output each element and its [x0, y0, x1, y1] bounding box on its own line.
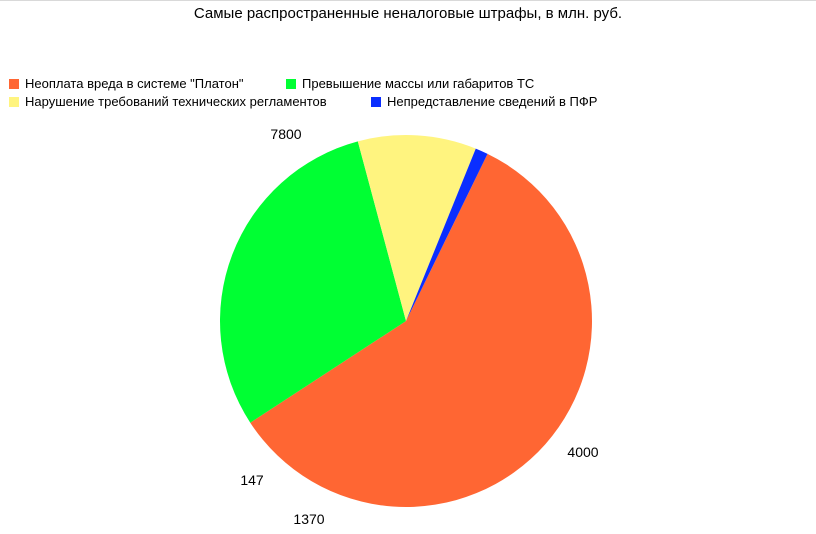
- top-divider: [0, 0, 816, 1]
- legend-label-platon: Неоплата вреда в системе "Платон": [25, 76, 244, 91]
- legend-label-pfr: Непредставление сведений в ПФР: [387, 94, 598, 109]
- data-label-pfr: 147: [240, 472, 264, 488]
- legend-item-pfr: Непредставление сведений в ПФР: [371, 94, 597, 110]
- pie-slice-mass: [220, 141, 406, 423]
- legend-swatch-platon: [9, 79, 19, 89]
- legend-item-regulations: Нарушение требований технических регламе…: [9, 94, 327, 110]
- pie-slices: [220, 135, 592, 507]
- legend-item-mass: Превышение массы или габаритов ТС: [286, 76, 534, 92]
- legend-label-regulations: Нарушение требований технических регламе…: [25, 94, 327, 109]
- pie-data-labels: 7800 4000 1370 147: [240, 126, 598, 527]
- legend-swatch-mass: [286, 79, 296, 89]
- legend-swatch-pfr: [371, 97, 381, 107]
- legend-label-mass: Превышение массы или габаритов ТС: [302, 76, 535, 91]
- data-label-regulations: 1370: [293, 511, 324, 527]
- legend-swatch-regulations: [9, 97, 19, 107]
- legend-item-platon: Неоплата вреда в системе "Платон": [9, 76, 244, 92]
- chart-title: Самые распространенные неналоговые штраф…: [193, 5, 623, 22]
- data-label-platon: 7800: [270, 126, 301, 142]
- pie-slice-regulations: [357, 135, 476, 321]
- pie-slice-pfr: [406, 148, 488, 321]
- data-label-mass: 4000: [567, 444, 598, 460]
- pie-slice-platon: [250, 153, 592, 507]
